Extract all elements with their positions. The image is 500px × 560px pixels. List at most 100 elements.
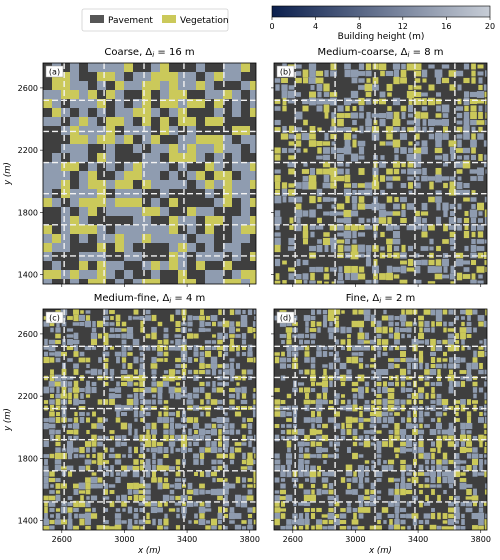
land-cell (196, 171, 205, 180)
land-cell (455, 315, 459, 321)
land-cell (70, 162, 79, 171)
land-cell (477, 202, 484, 211)
land-cell (250, 171, 256, 180)
land-cell (254, 434, 256, 442)
panel-1: (b)Medium-coarse, Δi = 8 m (271, 47, 488, 287)
land-cell (471, 238, 476, 245)
land-cell (86, 363, 90, 369)
land-cell (127, 489, 133, 495)
land-cell (253, 357, 256, 363)
land-cell (369, 494, 377, 502)
land-cell (160, 72, 169, 81)
land-cell (311, 309, 315, 315)
land-cell (140, 446, 144, 454)
land-cell (241, 346, 247, 350)
land-cell (281, 147, 288, 154)
land-cell (134, 369, 138, 375)
land-cell (473, 501, 477, 507)
land-cell (460, 332, 466, 340)
land-cell (224, 526, 228, 530)
land-cell (85, 500, 91, 508)
land-cell (217, 339, 223, 345)
land-cell (127, 454, 133, 458)
land-cell (298, 369, 304, 375)
land-cell (169, 234, 178, 243)
land-cell (281, 351, 285, 357)
land-cell (133, 309, 139, 315)
land-cell (386, 83, 393, 92)
land-cell (109, 430, 115, 434)
land-cell (43, 351, 49, 357)
land-cell (378, 63, 387, 71)
land-cell (343, 183, 352, 188)
land-cell (114, 524, 122, 530)
land-cell (358, 435, 364, 441)
land-cell (236, 351, 240, 357)
land-cell (235, 321, 241, 327)
land-cell (54, 519, 62, 525)
land-cell (464, 225, 469, 230)
land-cell (232, 243, 241, 252)
land-cell (240, 314, 248, 322)
land-cell (274, 210, 281, 217)
land-cell (151, 144, 160, 153)
land-cell (394, 363, 400, 369)
land-cell (169, 171, 178, 180)
land-cell (324, 132, 329, 141)
land-cell (297, 382, 305, 386)
land-cell (387, 92, 392, 97)
land-cell (463, 182, 470, 189)
land-cell (115, 90, 124, 99)
land-cell (145, 411, 151, 417)
land-cell (308, 140, 317, 147)
land-cell (211, 466, 217, 470)
land-cell (90, 368, 98, 376)
land-cell (205, 525, 211, 530)
land-cell (289, 225, 294, 230)
land-cell (484, 519, 487, 525)
land-cell (124, 198, 133, 207)
land-cell (85, 370, 91, 374)
land-cell (386, 182, 393, 189)
land-cell (168, 466, 176, 470)
land-cell (435, 113, 442, 118)
land-cell (52, 270, 61, 279)
land-cell (324, 281, 329, 284)
land-cell (232, 90, 241, 99)
land-cell (478, 126, 483, 133)
land-cell (351, 519, 359, 525)
land-cell (310, 357, 316, 363)
land-cell (309, 245, 316, 252)
land-cell (288, 168, 295, 175)
land-cell (329, 441, 333, 447)
land-cell (186, 399, 194, 405)
land-cell (79, 216, 88, 225)
land-cell (133, 489, 139, 495)
land-cell (328, 400, 334, 404)
land-cell (108, 453, 116, 459)
land-cell (393, 478, 401, 482)
land-cell (448, 189, 457, 196)
land-cell (241, 333, 247, 339)
land-cell (138, 368, 146, 376)
land-cell (323, 92, 330, 97)
land-cell (424, 472, 430, 476)
land-cell (52, 243, 61, 252)
land-cell (66, 328, 74, 332)
land-cell (456, 134, 463, 139)
land-cell (456, 169, 463, 174)
land-cell (61, 72, 70, 81)
land-cell (471, 204, 476, 209)
land-cell (303, 148, 308, 153)
land-cell (142, 90, 151, 99)
land-cell (336, 280, 345, 284)
land-cell (223, 171, 232, 180)
land-cell (346, 447, 352, 453)
land-cell (407, 161, 414, 168)
land-cell (175, 309, 181, 315)
land-cell (323, 460, 327, 464)
land-cell (310, 315, 316, 321)
land-cell (352, 393, 358, 399)
land-cell (337, 105, 344, 112)
land-cell (133, 435, 139, 441)
